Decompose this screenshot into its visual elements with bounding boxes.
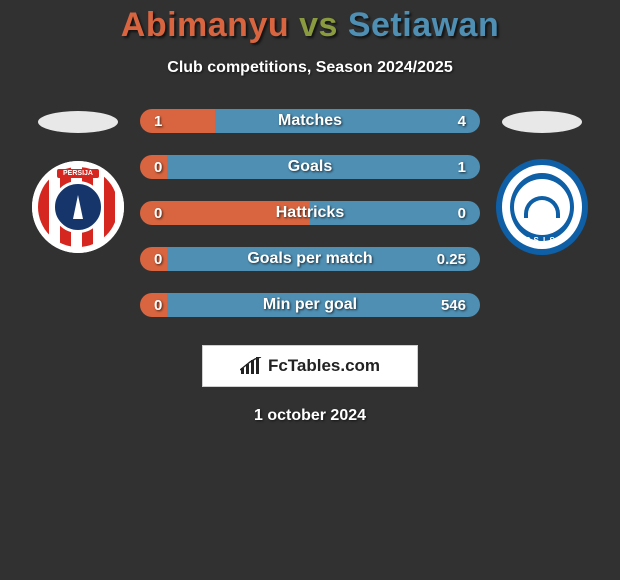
left-flag-icon (38, 111, 118, 133)
stat-label: Hattricks (276, 204, 344, 222)
stat-row: 1 Matches 4 (140, 109, 480, 133)
right-club-crest-icon: P.S.I.S. (496, 161, 588, 253)
stat-row: 0 Goals per match 0.25 (140, 247, 480, 271)
main-row: PERSIJA 1 Matches 4 0 Goals 1 0 Hattricks 0 0 Goal… (0, 107, 620, 317)
brand-text: FcTables.com (268, 356, 380, 376)
stat-row: 0 Goals 1 (140, 155, 480, 179)
stat-right-value: 546 (441, 297, 466, 314)
infographic-root: Abimanyu vs Setiawan Club competitions, … (0, 0, 620, 425)
title-vs: vs (289, 6, 348, 44)
right-flag-icon (502, 111, 582, 133)
page-title: Abimanyu vs Setiawan (121, 6, 499, 45)
stat-row: 0 Min per goal 546 (140, 293, 480, 317)
stat-left-value: 1 (154, 113, 162, 130)
stat-label: Goals (288, 158, 332, 176)
left-column: PERSIJA (28, 107, 128, 253)
date-text: 1 october 2024 (254, 407, 366, 425)
stat-right-value: 4 (458, 113, 466, 130)
stat-left-value: 0 (154, 297, 162, 314)
brand-attribution: FcTables.com (202, 345, 418, 387)
stat-left-value: 0 (154, 159, 162, 176)
stat-row: 0 Hattricks 0 (140, 201, 480, 225)
stats-column: 1 Matches 4 0 Goals 1 0 Hattricks 0 0 Goals per ma… (140, 107, 480, 317)
stat-label: Min per goal (263, 296, 357, 314)
left-club-crest-icon: PERSIJA (32, 161, 124, 253)
persija-banner-text: PERSIJA (57, 169, 99, 178)
stat-right-value: 1 (458, 159, 466, 176)
title-player-right: Setiawan (348, 6, 499, 44)
stat-label: Goals per match (247, 250, 372, 268)
psis-label-text: P.S.I.S. (525, 236, 559, 245)
stat-label: Matches (278, 112, 342, 130)
subtitle: Club competitions, Season 2024/2025 (167, 59, 452, 77)
stat-right-value: 0.25 (437, 251, 466, 268)
bar-chart-icon (240, 357, 262, 375)
stat-right-value: 0 (458, 205, 466, 222)
stat-left-value: 0 (154, 251, 162, 268)
right-column: P.S.I.S. (492, 107, 592, 253)
title-player-left: Abimanyu (121, 6, 289, 44)
stat-left-value: 0 (154, 205, 162, 222)
